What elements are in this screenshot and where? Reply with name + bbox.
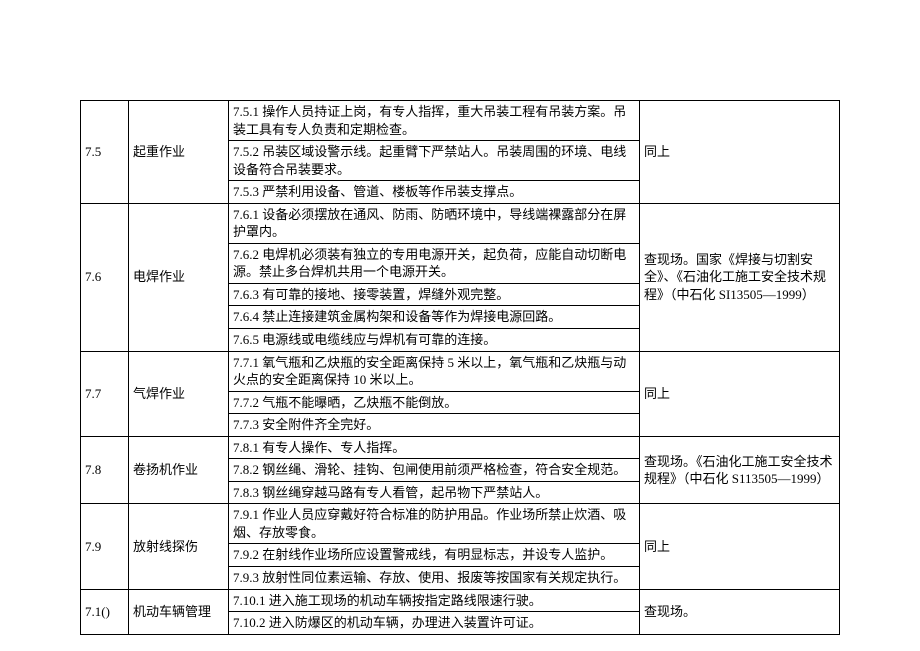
detail-cell: 7.10.1 进入施工现场的机动车辆按指定路线限速行驶。 [229, 589, 640, 612]
category-cell: 电焊作业 [129, 203, 229, 351]
detail-cell: 7.5.1 操作人员持证上岗，有专人指挥，重大吊装工程有吊装方案。吊装工具有专人… [229, 101, 640, 141]
category-cell: 卷扬机作业 [129, 436, 229, 504]
detail-cell: 7.7.2 气瓶不能曝晒，乙炔瓶不能倒放。 [229, 391, 640, 414]
section-number: 7.6 [81, 203, 129, 351]
safety-regulations-table: 7.5起重作业7.5.1 操作人员持证上岗，有专人指挥，重大吊装工程有吊装方案。… [80, 100, 840, 635]
detail-cell: 7.6.2 电焊机必须装有独立的专用电源开关，起负荷，应能自动切断电源。禁止多台… [229, 243, 640, 283]
table-row: 7.9放射线探伤7.9.1 作业人员应穿戴好符合标准的防护用品。作业场所禁止炊酒… [81, 504, 840, 544]
detail-cell: 7.5.3 严禁利用设备、管道、楼板等作吊装支撑点。 [229, 181, 640, 204]
section-number: 7.8 [81, 436, 129, 504]
table-row: 7.5起重作业7.5.1 操作人员持证上岗，有专人指挥，重大吊装工程有吊装方案。… [81, 101, 840, 141]
section-number: 7.1() [81, 589, 129, 634]
table-row: 7.6电焊作业7.6.1 设备必须摆放在通风、防雨、防晒环境中，导线端裸露部分在… [81, 203, 840, 243]
detail-cell: 7.7.3 安全附件齐全完好。 [229, 414, 640, 437]
reference-cell: 查现场。 [640, 589, 840, 634]
reference-cell: 同上 [640, 101, 840, 204]
reference-cell: 查现场。《石油化工施工安全技术规程》（中石化 S113505—1999） [640, 436, 840, 504]
detail-cell: 7.6.1 设备必须摆放在通风、防雨、防晒环境中，导线端裸露部分在屏护罩内。 [229, 203, 640, 243]
detail-cell: 7.5.2 吊装区域设警示线。起重臂下严禁站人。吊装周围的环境、电线设备符合吊装… [229, 141, 640, 181]
section-number: 7.5 [81, 101, 129, 204]
detail-cell: 7.6.3 有可靠的接地、接零装置，焊缝外观完整。 [229, 283, 640, 306]
detail-cell: 7.6.4 禁止连接建筑金属构架和设备等作为焊接电源回路。 [229, 306, 640, 329]
detail-cell: 7.9.3 放射性同位素运输、存放、使用、报废等按国家有关规定执行。 [229, 567, 640, 590]
reference-cell: 查现场。国家《焊接与切割安全》、《石油化工施工安全技术规程》（中石化 SI135… [640, 203, 840, 351]
detail-cell: 7.10.2 进入防爆区的机动车辆，办理进入装置许可证。 [229, 612, 640, 635]
table-row: 7.8卷扬机作业7.8.1 有专人操作、专人指挥。查现场。《石油化工施工安全技术… [81, 436, 840, 459]
detail-cell: 7.8.3 钢丝绳穿越马路有专人看管，起吊物下严禁站人。 [229, 481, 640, 504]
section-number: 7.7 [81, 351, 129, 436]
table-row: 7.7气焊作业7.7.1 氧气瓶和乙炔瓶的安全距离保持 5 米以上，氧气瓶和乙炔… [81, 351, 840, 391]
section-number: 7.9 [81, 504, 129, 589]
detail-cell: 7.8.2 钢丝绳、滑轮、挂钩、包闸使用前须严格检查，符合安全规范。 [229, 459, 640, 482]
detail-cell: 7.8.1 有专人操作、专人指挥。 [229, 436, 640, 459]
detail-cell: 7.6.5 电源线或电缆线应与焊机有可靠的连接。 [229, 329, 640, 352]
category-cell: 起重作业 [129, 101, 229, 204]
reference-cell: 同上 [640, 351, 840, 436]
detail-cell: 7.9.2 在射线作业场所应设置警戒线，有明显标志，并设专人监护。 [229, 544, 640, 567]
reference-cell: 同上 [640, 504, 840, 589]
detail-cell: 7.9.1 作业人员应穿戴好符合标准的防护用品。作业场所禁止炊酒、吸烟、存放零食… [229, 504, 640, 544]
category-cell: 机动车辆管理 [129, 589, 229, 634]
category-cell: 放射线探伤 [129, 504, 229, 589]
category-cell: 气焊作业 [129, 351, 229, 436]
table-row: 7.1()机动车辆管理7.10.1 进入施工现场的机动车辆按指定路线限速行驶。查… [81, 589, 840, 612]
detail-cell: 7.7.1 氧气瓶和乙炔瓶的安全距离保持 5 米以上，氧气瓶和乙炔瓶与动火点的安… [229, 351, 640, 391]
